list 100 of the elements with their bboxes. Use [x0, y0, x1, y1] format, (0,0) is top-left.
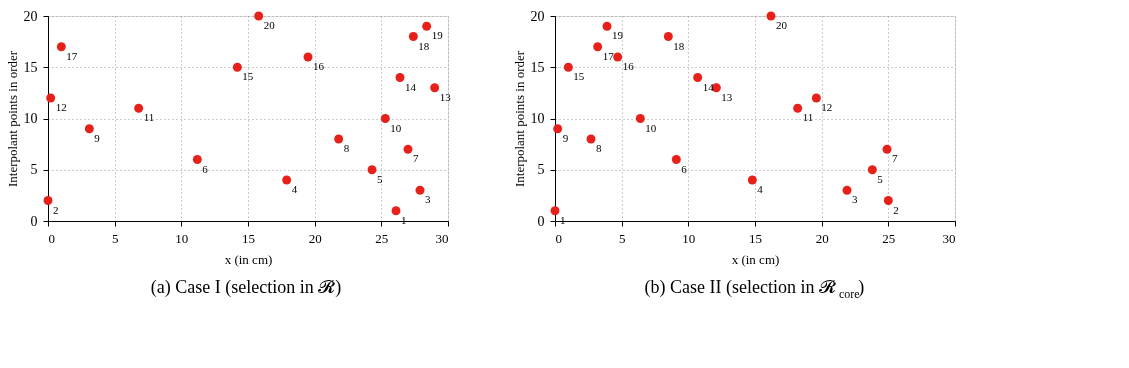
- point: [602, 21, 612, 31]
- data-label: 15: [573, 70, 585, 83]
- point: [192, 155, 202, 164]
- point: [134, 103, 144, 113]
- point: [553, 124, 563, 134]
- text: (a) Case I (selection in 𝓡): [150, 277, 342, 298]
- point: [613, 52, 623, 62]
- data-label: 4: [757, 183, 764, 195]
- point: [883, 196, 893, 205]
- y-tick-label: 0: [537, 213, 545, 229]
- data-label: 7: [892, 152, 898, 165]
- data-label: 10: [390, 121, 402, 134]
- point: [403, 144, 413, 154]
- point: [391, 206, 401, 216]
- point: [232, 62, 242, 72]
- data-label: 6: [681, 162, 688, 175]
- x-tick-label: 0: [48, 230, 55, 246]
- x-tick-label: 20: [308, 230, 322, 246]
- data-label: 19: [431, 29, 444, 42]
- point: [867, 165, 877, 175]
- x-tick-label: 10: [682, 230, 696, 246]
- x-tick-label: 0: [555, 230, 562, 246]
- data-label: 12: [821, 101, 833, 113]
- data-label: 10: [645, 121, 657, 134]
- point: [671, 155, 681, 164]
- point: [693, 73, 703, 82]
- data-label: 13: [721, 90, 733, 103]
- data-label: 5: [377, 172, 383, 185]
- y-axis-title: Interpolant points in order: [4, 50, 20, 188]
- x-tick-label: 20: [815, 230, 829, 246]
- data-label: 11: [802, 111, 814, 124]
- x-tick-label: 15: [242, 230, 255, 246]
- point: [43, 196, 53, 205]
- point: [46, 93, 56, 103]
- data-label: 2: [53, 203, 59, 216]
- y-tick-label: 20: [530, 8, 545, 24]
- point: [766, 11, 776, 21]
- point: [593, 42, 603, 52]
- data-label: 17: [602, 49, 615, 62]
- point: [811, 93, 821, 103]
- data-label: 16: [622, 60, 635, 72]
- data-label: 18: [673, 39, 685, 52]
- data-label: 6: [202, 162, 209, 175]
- x-tick-label: 15: [749, 230, 762, 246]
- data-label: 8: [343, 142, 350, 154]
- point: [254, 11, 264, 21]
- data-label: 16: [313, 60, 325, 72]
- point: [793, 103, 803, 113]
- data-label: 8: [596, 142, 602, 154]
- point: [367, 165, 377, 175]
- data-label: 17: [66, 49, 78, 62]
- y-tick-label: 5: [30, 162, 38, 178]
- point: [282, 175, 292, 185]
- data-label: 9: [94, 131, 101, 144]
- point: [882, 144, 892, 154]
- data-label: 3: [425, 193, 431, 206]
- point: [303, 52, 313, 62]
- y-tick-label: 0: [30, 213, 38, 229]
- point: [635, 114, 645, 123]
- data-label: 5: [877, 172, 884, 185]
- point: [430, 83, 440, 93]
- data-label: 12: [55, 101, 67, 113]
- point: [563, 62, 573, 72]
- y-tick-label: 5: [537, 162, 545, 178]
- x-tick-label: 10: [175, 230, 189, 246]
- data-label: 2: [893, 203, 899, 216]
- point: [408, 32, 418, 41]
- point: [395, 73, 405, 82]
- data-label: 3: [852, 193, 858, 206]
- x-tick-label: 25: [375, 230, 389, 246]
- data-label: 7: [413, 152, 419, 165]
- y-tick-label: 15: [530, 59, 545, 75]
- data-label: 9: [562, 131, 569, 144]
- x-tick-label: 30: [942, 230, 956, 246]
- data-label: 20: [263, 19, 276, 31]
- y-tick-label: 10: [23, 111, 38, 126]
- data-label: 18: [418, 39, 430, 52]
- data-label: 4: [291, 183, 298, 195]
- point: [334, 134, 344, 144]
- point: [663, 32, 673, 41]
- x-tick-label: 5: [111, 230, 119, 246]
- x-tick-label: 25: [882, 230, 896, 246]
- y-tick-label: 15: [23, 59, 38, 75]
- point: [842, 185, 852, 195]
- point: [56, 42, 66, 52]
- y-tick-label: 20: [23, 8, 38, 24]
- data-label: 14: [405, 80, 417, 93]
- data-label: 13: [439, 90, 452, 103]
- y-axis-title: Interpolant points in order: [511, 50, 527, 188]
- point: [586, 134, 596, 144]
- x-tick-label: 5: [618, 230, 626, 246]
- x-tick-label: 30: [435, 230, 449, 246]
- point: [84, 124, 94, 134]
- data-label: 11: [143, 111, 155, 124]
- y-tick-label: 10: [530, 111, 545, 126]
- x-axis-title: x (in cm): [731, 251, 780, 267]
- data-label: 20: [776, 19, 788, 31]
- data-label: 19: [612, 29, 624, 42]
- point: [550, 206, 560, 216]
- point: [422, 21, 432, 31]
